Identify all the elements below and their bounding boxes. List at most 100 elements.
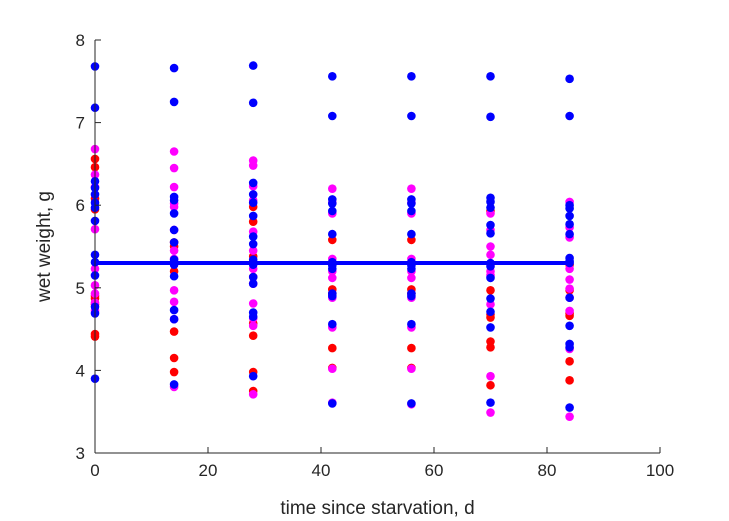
data-point bbox=[407, 206, 416, 216]
data-point bbox=[486, 342, 495, 352]
data-point bbox=[486, 323, 495, 332]
data-point bbox=[407, 364, 416, 374]
data-point bbox=[328, 199, 337, 208]
data-point bbox=[169, 182, 179, 192]
series-2 bbox=[90, 61, 574, 412]
data-point bbox=[407, 111, 416, 121]
x-tick-label: 20 bbox=[199, 461, 218, 480]
data-point bbox=[328, 72, 337, 81]
data-point bbox=[248, 211, 258, 221]
data-point bbox=[169, 163, 179, 173]
data-point bbox=[565, 357, 574, 366]
data-point bbox=[169, 285, 179, 295]
data-point bbox=[407, 264, 416, 274]
data-point bbox=[486, 294, 495, 303]
data-point bbox=[486, 273, 495, 283]
data-point bbox=[248, 198, 258, 208]
data-point bbox=[328, 264, 337, 274]
data-point bbox=[407, 72, 416, 81]
data-point bbox=[169, 314, 179, 324]
data-point bbox=[328, 291, 337, 301]
data-point bbox=[486, 242, 495, 251]
data-point bbox=[248, 272, 258, 282]
y-tick-label: 5 bbox=[76, 279, 85, 298]
data-point bbox=[169, 246, 179, 255]
y-axis-label: wet weight, g bbox=[34, 191, 55, 303]
data-point bbox=[486, 371, 495, 381]
data-point bbox=[248, 321, 258, 331]
data-point bbox=[248, 371, 258, 381]
plot-area bbox=[90, 61, 574, 421]
data-point bbox=[169, 63, 179, 73]
data-point bbox=[248, 312, 258, 322]
data-point bbox=[248, 178, 258, 188]
data-point bbox=[169, 271, 179, 281]
x-tick-label: 40 bbox=[312, 461, 331, 480]
data-point bbox=[169, 305, 179, 315]
data-point bbox=[248, 190, 258, 199]
data-point bbox=[169, 327, 179, 336]
axes: 0 20 40 60 80 100 3 4 5 6 7 8 bbox=[76, 31, 675, 480]
data-point bbox=[407, 273, 416, 283]
data-point bbox=[565, 284, 574, 293]
data-point bbox=[565, 229, 574, 239]
data-point bbox=[565, 111, 574, 121]
x-tick-label: 60 bbox=[425, 461, 444, 480]
data-point bbox=[565, 403, 574, 412]
data-point bbox=[407, 199, 416, 208]
y-tick-label: 7 bbox=[76, 114, 85, 133]
data-point bbox=[486, 285, 495, 295]
data-point bbox=[169, 147, 179, 156]
x-tick-label: 80 bbox=[538, 461, 557, 480]
data-point bbox=[248, 239, 258, 249]
data-point bbox=[565, 412, 574, 421]
data-point bbox=[248, 161, 258, 170]
data-point bbox=[486, 112, 495, 122]
data-point bbox=[486, 228, 495, 238]
data-point bbox=[565, 376, 574, 385]
x-axis-ticks: 0 20 40 60 80 100 bbox=[90, 447, 674, 480]
data-point bbox=[169, 209, 179, 218]
data-point bbox=[328, 206, 337, 216]
data-point bbox=[169, 195, 179, 205]
data-point bbox=[328, 111, 337, 121]
y-tick-label: 4 bbox=[76, 361, 85, 380]
x-tick-label: 100 bbox=[646, 461, 674, 480]
data-point bbox=[248, 279, 258, 288]
data-point bbox=[565, 204, 574, 213]
data-point bbox=[248, 98, 258, 108]
data-point bbox=[486, 220, 495, 230]
data-point bbox=[486, 408, 495, 417]
data-point bbox=[407, 319, 416, 329]
data-point bbox=[565, 275, 574, 284]
data-point bbox=[565, 211, 574, 221]
data-point bbox=[486, 380, 495, 390]
data-point bbox=[328, 319, 337, 329]
data-point bbox=[248, 246, 258, 255]
data-point bbox=[248, 232, 258, 241]
data-point bbox=[169, 353, 179, 363]
data-point bbox=[486, 72, 495, 81]
data-point bbox=[407, 229, 416, 239]
data-point bbox=[328, 364, 337, 374]
data-point bbox=[328, 184, 337, 193]
data-point bbox=[248, 61, 258, 70]
data-point bbox=[486, 250, 495, 260]
data-point bbox=[169, 238, 179, 247]
data-point bbox=[169, 225, 179, 235]
y-tick-label: 6 bbox=[76, 196, 85, 215]
data-point bbox=[248, 299, 258, 308]
data-point bbox=[407, 399, 416, 408]
data-point bbox=[169, 367, 179, 377]
data-point bbox=[565, 74, 574, 84]
data-point bbox=[565, 293, 574, 303]
data-point bbox=[407, 291, 416, 301]
data-point bbox=[565, 342, 574, 352]
series-1 bbox=[90, 144, 574, 421]
y-tick-label: 3 bbox=[76, 444, 85, 463]
data-point bbox=[169, 202, 179, 212]
data-point bbox=[169, 97, 179, 107]
data-point bbox=[565, 321, 574, 331]
x-axis-label: time since starvation, d bbox=[280, 498, 474, 519]
data-point bbox=[328, 273, 337, 283]
